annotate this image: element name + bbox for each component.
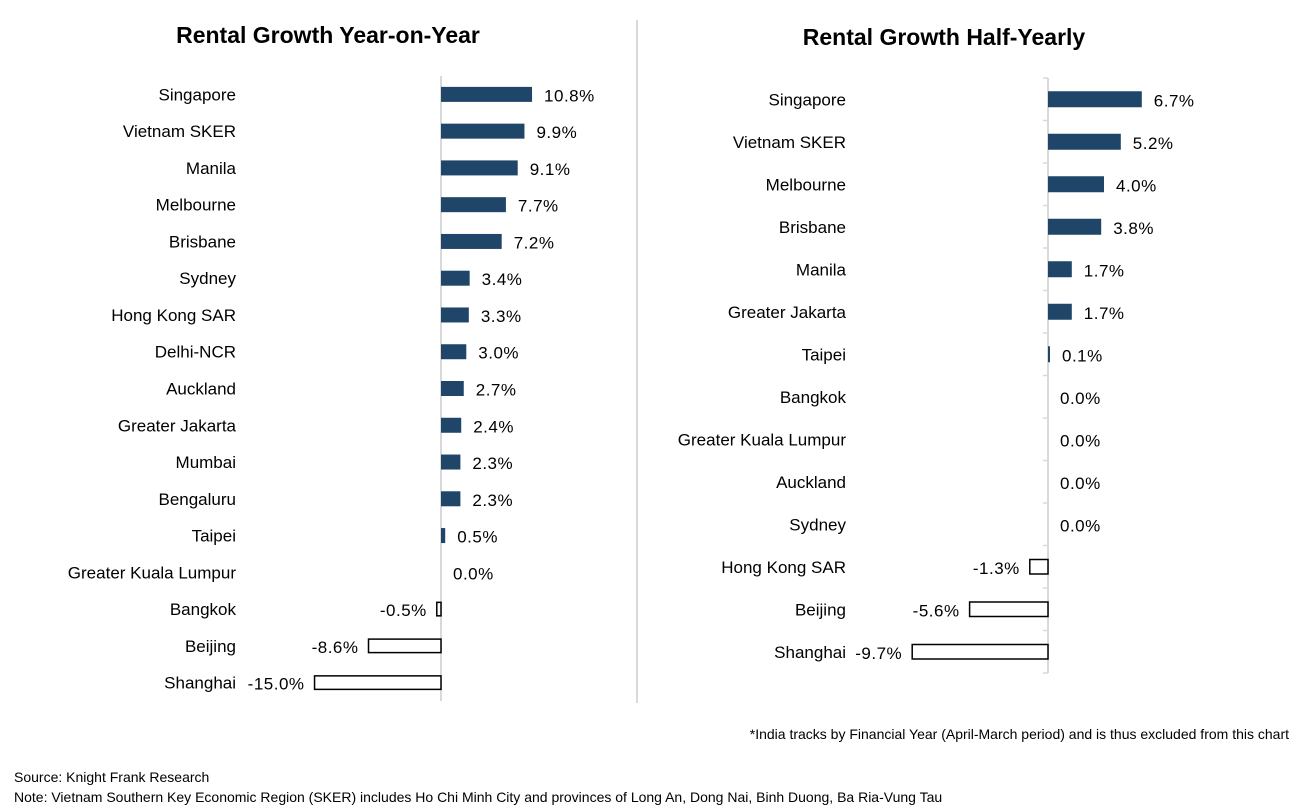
value-label: -8.6%	[312, 638, 359, 657]
category-label: Auckland	[166, 380, 236, 399]
value-label: 0.0%	[1060, 389, 1101, 408]
value-label: 0.1%	[1062, 346, 1103, 365]
value-label: 0.0%	[1060, 431, 1101, 450]
bar-positive	[1048, 176, 1104, 193]
category-label: Sydney	[789, 515, 846, 534]
category-label: Manila	[186, 159, 237, 178]
bar-positive	[1048, 133, 1121, 150]
bar-positive	[1048, 346, 1050, 363]
category-label: Manila	[796, 260, 847, 279]
bar-positive	[441, 454, 461, 470]
category-label: Beijing	[795, 600, 846, 619]
category-label: Taipei	[192, 527, 236, 546]
bar-positive	[441, 270, 470, 286]
value-label: 0.0%	[453, 564, 494, 583]
category-label: Greater Kuala Lumpur	[68, 563, 237, 582]
bar-positive	[441, 491, 461, 507]
bar-positive	[441, 86, 533, 102]
bar-positive	[441, 123, 525, 139]
category-label: Greater Jakarta	[118, 416, 237, 435]
bar-positive	[441, 160, 518, 176]
category-label: Auckland	[776, 473, 846, 492]
value-label: 4.0%	[1116, 176, 1157, 195]
bar-positive	[1048, 261, 1072, 278]
bar-positive	[1048, 91, 1142, 108]
bar-positive	[441, 307, 469, 323]
chart-half-yearly: Singapore 6.7% Vietnam SKER 5.2% Melbourne 4.…	[678, 77, 1195, 674]
category-label: Bengaluru	[158, 490, 236, 509]
value-label: 3.8%	[1113, 219, 1154, 238]
category-label: Mumbai	[176, 453, 236, 472]
india-exclusion-note: *India tracks by Financial Year (April-M…	[749, 726, 1289, 742]
value-label: 9.9%	[536, 123, 577, 142]
value-label: 3.0%	[478, 344, 519, 363]
vietnam-sker-note: Note: Vietnam Southern Key Economic Regi…	[14, 789, 943, 805]
category-label: Bangkok	[170, 600, 237, 619]
chart-title-year-on-year: Rental Growth Year-on-Year	[176, 22, 480, 48]
chart-year-on-year: Singapore 10.8% Vietnam SKER 9.9% Manila 9.1%…	[68, 76, 595, 701]
value-label: 0.0%	[1060, 474, 1101, 493]
source-note: Source: Knight Frank Research	[14, 769, 210, 785]
category-label: Melbourne	[766, 175, 846, 194]
bar-negative	[968, 601, 1049, 618]
value-label: 7.7%	[518, 197, 559, 216]
value-label: -15.0%	[248, 675, 305, 694]
value-label: -1.3%	[973, 559, 1020, 578]
value-label: -9.7%	[855, 644, 902, 663]
value-label: 2.3%	[472, 491, 513, 510]
value-label: 3.3%	[481, 307, 522, 326]
category-label: Brisbane	[779, 218, 846, 237]
category-label: Singapore	[768, 90, 846, 109]
value-label: 2.4%	[473, 417, 514, 436]
panel-divider	[636, 20, 638, 703]
category-label: Melbourne	[156, 196, 236, 215]
value-label: 6.7%	[1154, 91, 1195, 110]
category-label: Vietnam SKER	[733, 133, 846, 152]
category-label: Bangkok	[780, 388, 847, 407]
category-label: Shanghai	[774, 643, 846, 662]
bar-negative	[367, 638, 442, 654]
bar-positive	[1048, 303, 1072, 320]
value-label: 0.5%	[457, 528, 498, 547]
value-label: 5.2%	[1133, 134, 1174, 153]
category-label: Delhi-NCR	[155, 343, 236, 362]
bar-positive	[441, 233, 502, 249]
bar-positive	[1048, 218, 1102, 235]
category-label: Singapore	[158, 85, 236, 104]
value-label: 3.4%	[482, 270, 523, 289]
category-label: Shanghai	[164, 674, 236, 693]
bar-positive	[441, 344, 467, 360]
category-label: Greater Kuala Lumpur	[678, 430, 847, 449]
bar-positive	[441, 381, 464, 396]
bar-positive	[441, 528, 446, 544]
chart-title-half-yearly: Rental Growth Half-Yearly	[802, 24, 1086, 50]
bar-negative	[436, 601, 442, 617]
bar-negative	[313, 675, 442, 691]
category-label: Vietnam SKER	[123, 122, 236, 141]
bar-positive	[441, 417, 462, 433]
value-label: 2.3%	[472, 454, 513, 473]
category-label: Taipei	[802, 345, 846, 364]
category-label: Hong Kong SAR	[111, 306, 236, 325]
category-label: Beijing	[185, 637, 236, 656]
value-label: 10.8%	[544, 86, 595, 105]
bar-negative	[911, 643, 1049, 660]
category-label: Brisbane	[169, 232, 236, 251]
value-label: 0.0%	[1060, 516, 1101, 535]
bar-negative	[1029, 558, 1049, 575]
bar-positive	[441, 197, 506, 213]
value-label: 1.7%	[1084, 261, 1125, 280]
value-label: 9.1%	[530, 160, 571, 179]
category-label: Sydney	[179, 269, 236, 288]
value-label: -0.5%	[380, 601, 427, 620]
value-label: 2.7%	[476, 381, 517, 400]
value-label: -5.6%	[913, 601, 960, 620]
value-label: 1.7%	[1084, 304, 1125, 323]
category-label: Greater Jakarta	[728, 303, 847, 322]
value-label: 7.2%	[514, 233, 555, 252]
category-label: Hong Kong SAR	[721, 558, 846, 577]
